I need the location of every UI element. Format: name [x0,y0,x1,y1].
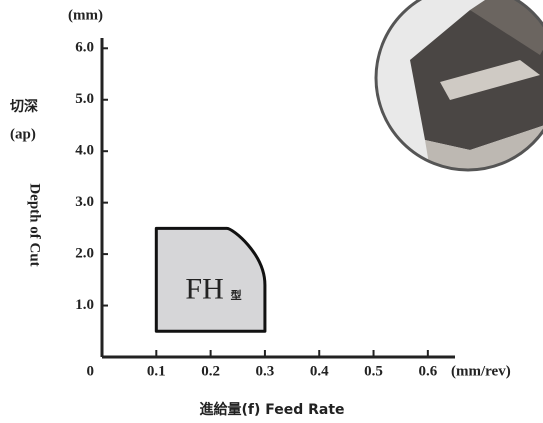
region-suffix: 型 [231,288,242,302]
x-label: 進給量(f) Feed Rate [199,401,344,418]
y-tick-label: 6.0 [75,40,94,56]
y-tick-label: 4.0 [75,143,94,159]
x-tick-label: 0.1 [147,363,166,379]
y-tick-label: 2.0 [75,246,94,262]
y-tick-label: 3.0 [75,194,94,210]
region [154,226,267,333]
region-label: FH [185,273,223,306]
y-label-symbol: (ap) [10,126,36,142]
y-label-cn: 切深 [10,98,38,115]
x-tick-label: 0.5 [364,363,383,379]
x-tick-label: 0.3 [256,363,275,379]
y-unit: (mm) [68,7,103,23]
y-tick-label: 5.0 [75,91,94,107]
x-unit: (mm/rev) [451,363,511,379]
insert-photo [374,0,543,172]
y-tick-label: 1.0 [75,297,94,313]
x-tick-label: 0.2 [201,363,220,379]
y-label: Depth of Cut [27,183,43,266]
x-tick-label: 0 [87,363,95,379]
x-tick-label: 0.6 [418,363,437,379]
x-tick-label: 0.4 [310,363,329,379]
